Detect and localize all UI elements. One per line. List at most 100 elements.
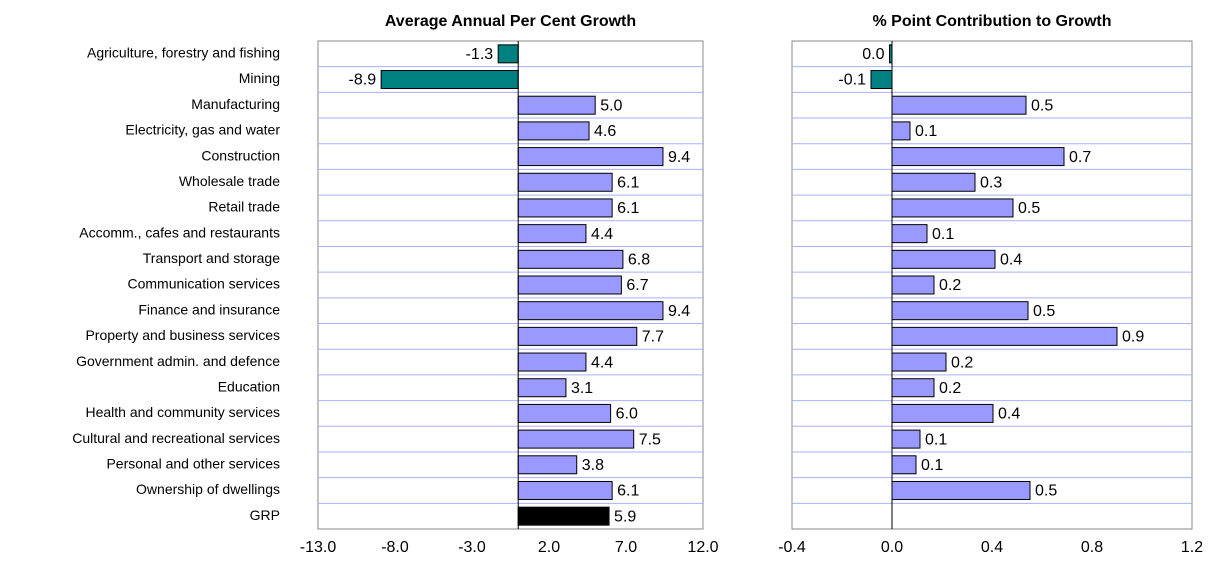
value-label: 3.8: [582, 457, 604, 474]
category-label: Cultural and recreational services: [72, 430, 280, 446]
bar: [517, 480, 613, 500]
category-label: Accomm., cafes and restaurants: [79, 224, 280, 240]
bar: [891, 95, 1027, 115]
category-label: Construction: [201, 147, 280, 163]
x-tick-label: -0.4: [778, 539, 806, 556]
value-label: 9.4: [668, 303, 690, 320]
value-label: 4.4: [591, 226, 613, 243]
category-label: Mining: [239, 70, 280, 86]
category-label: Wholesale trade: [179, 173, 280, 189]
plot-area: [317, 40, 704, 530]
value-label: 0.5: [1018, 200, 1040, 217]
bar: [891, 378, 935, 398]
value-label: 0.1: [925, 431, 947, 448]
bar: [517, 378, 567, 398]
x-tick-label: 2.0: [538, 539, 560, 556]
value-label: 0.9: [1122, 329, 1144, 346]
value-label: 9.4: [668, 149, 690, 166]
value-label: 6.0: [616, 406, 638, 423]
category-label: Communication services: [128, 276, 281, 292]
bar: [497, 44, 519, 64]
value-label: 0.7: [1069, 149, 1091, 166]
value-label: 6.1: [617, 174, 639, 191]
value-label: 0.5: [1033, 303, 1055, 320]
value-label: 6.7: [626, 277, 648, 294]
bar: [517, 198, 613, 218]
x-tick-label: 0.4: [981, 539, 1003, 556]
value-label: 0.4: [1000, 252, 1022, 269]
bar: [517, 403, 612, 423]
value-label: 7.5: [639, 431, 661, 448]
value-label: 5.0: [600, 97, 622, 114]
category-label: Health and community services: [85, 404, 280, 420]
category-label: Government admin. and defence: [76, 353, 280, 369]
bar: [891, 403, 994, 423]
bar: [891, 147, 1065, 167]
x-tick-label: 0.0: [881, 539, 903, 556]
bar: [517, 275, 622, 295]
bar: [517, 429, 635, 449]
bar: [517, 224, 587, 244]
category-label: Personal and other services: [106, 455, 280, 471]
x-tick-label: -8.0: [381, 539, 409, 556]
bar: [517, 455, 578, 475]
category-label: Electricity, gas and water: [125, 122, 280, 138]
bar: [517, 352, 587, 372]
category-label: Transport and storage: [143, 250, 280, 266]
value-label: -1.3: [466, 46, 494, 63]
bar: [891, 198, 1014, 218]
category-label: Retail trade: [208, 199, 280, 215]
bar: [891, 480, 1031, 500]
bar: [380, 70, 519, 90]
value-label: 6.1: [617, 200, 639, 217]
bar: [891, 172, 976, 192]
bar: [891, 301, 1029, 321]
value-label: 0.1: [915, 123, 937, 140]
bar: [517, 301, 664, 321]
category-label: Finance and insurance: [138, 301, 280, 317]
category-label: Agriculture, forestry and fishing: [87, 45, 280, 61]
value-label: 0.2: [939, 380, 961, 397]
bar: [870, 70, 893, 90]
category-label: Education: [218, 378, 280, 394]
bar: [517, 121, 590, 141]
bar: [517, 95, 596, 115]
bar: [891, 429, 921, 449]
x-tick-label: 12.0: [687, 539, 718, 556]
category-label: Ownership of dwellings: [136, 481, 280, 497]
bar: [891, 275, 935, 295]
bar: [517, 147, 664, 167]
bar: [891, 352, 947, 372]
value-label: 7.7: [642, 329, 664, 346]
bar: [891, 121, 911, 141]
value-label: 0.5: [1031, 97, 1053, 114]
value-label: -8.9: [349, 72, 377, 89]
value-label: 0.1: [932, 226, 954, 243]
value-label: 0.1: [921, 457, 943, 474]
value-label: 3.1: [571, 380, 593, 397]
value-label: 6.8: [628, 252, 650, 269]
chart-title: % Point Contribution to Growth: [872, 13, 1111, 30]
value-label: 0.3: [980, 174, 1002, 191]
x-tick-label: 7.0: [615, 539, 637, 556]
value-label: 4.6: [594, 123, 616, 140]
bar: [517, 172, 613, 192]
value-label: 6.1: [617, 483, 639, 500]
category-label: Manufacturing: [191, 96, 280, 112]
chart-title: Average Annual Per Cent Growth: [385, 13, 636, 30]
bar: [891, 326, 1118, 346]
value-label: 0.2: [939, 277, 961, 294]
bar: [891, 455, 917, 475]
value-label: 0.5: [1035, 483, 1057, 500]
bar: [891, 249, 996, 269]
bar: [891, 224, 928, 244]
value-label: 5.9: [614, 508, 636, 525]
x-tick-label: 0.8: [1081, 539, 1103, 556]
bar: [517, 326, 638, 346]
category-label: GRP: [250, 507, 280, 523]
category-label: Property and business services: [85, 327, 280, 343]
bar: [517, 249, 624, 269]
value-label: -0.1: [838, 72, 866, 89]
